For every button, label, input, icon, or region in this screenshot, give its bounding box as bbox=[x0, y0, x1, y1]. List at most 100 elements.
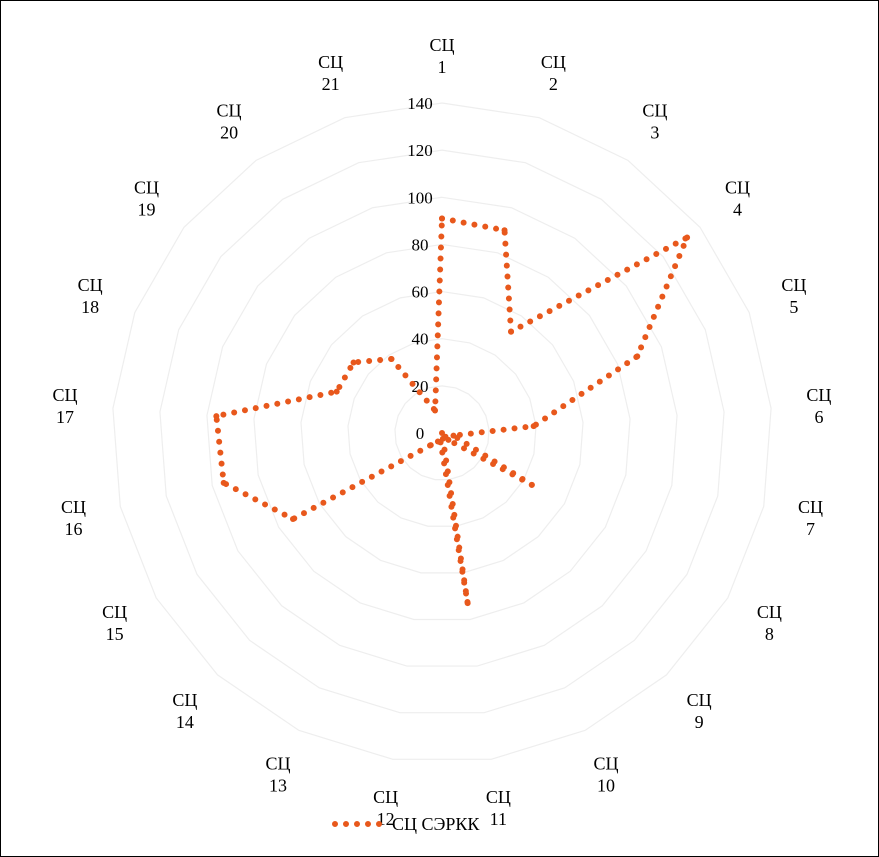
series-line bbox=[213, 215, 691, 607]
category-label-line-1: СЦ bbox=[217, 101, 242, 121]
category-label-line-2: 3 bbox=[650, 123, 659, 143]
data-point bbox=[464, 600, 471, 607]
category-label-line-1: СЦ bbox=[172, 690, 197, 710]
data-point bbox=[333, 388, 340, 395]
data-point bbox=[439, 430, 445, 436]
radial-tick-label: 0 bbox=[416, 424, 425, 443]
category-label-line-2: 2 bbox=[549, 74, 558, 94]
radial-tick-label: 60 bbox=[412, 283, 429, 302]
radial-tick-label: 140 bbox=[407, 94, 433, 113]
category-label-line-2: 19 bbox=[137, 199, 155, 219]
grid-ring bbox=[347, 338, 537, 527]
category-label-line-2: 7 bbox=[806, 519, 815, 539]
grid-ring bbox=[253, 243, 631, 621]
category-label-line-2: 1 bbox=[438, 57, 447, 77]
data-point bbox=[388, 355, 395, 362]
data-point bbox=[528, 481, 535, 488]
data-point bbox=[427, 442, 434, 449]
category-label-line-2: 21 bbox=[322, 74, 340, 94]
category-label: СЦ4 bbox=[725, 177, 750, 219]
category-label-line-1: СЦ bbox=[373, 787, 398, 807]
data-point bbox=[445, 436, 452, 443]
category-label-line-2: 4 bbox=[733, 199, 742, 219]
radar-grid bbox=[112, 102, 772, 760]
grid-ring bbox=[300, 290, 584, 574]
category-label-line-2: 8 bbox=[765, 624, 774, 644]
category-label-line-2: 11 bbox=[490, 809, 507, 829]
category-label-line-1: СЦ bbox=[102, 602, 127, 622]
category-label-line-1: СЦ bbox=[757, 602, 782, 622]
category-label-line-1: СЦ bbox=[594, 754, 619, 774]
category-label-line-1: СЦ bbox=[318, 52, 343, 72]
category-label-line-1: СЦ bbox=[725, 177, 750, 197]
category-label-line-2: 20 bbox=[220, 123, 238, 143]
category-label-line-2: 5 bbox=[789, 297, 798, 317]
data-point bbox=[634, 353, 641, 360]
category-label-line-2: 10 bbox=[597, 776, 615, 796]
data-point bbox=[530, 423, 537, 430]
legend-label: СЦ СЭРКК bbox=[392, 814, 480, 834]
category-label-line-2: 6 bbox=[814, 407, 823, 427]
category-label-line-2: 16 bbox=[64, 519, 82, 539]
data-point bbox=[350, 359, 357, 366]
category-label-line-2: 18 bbox=[81, 297, 99, 317]
category-label: СЦ9 bbox=[687, 690, 712, 732]
data-point bbox=[684, 234, 691, 241]
category-label-line-1: СЦ bbox=[265, 754, 290, 774]
data-point bbox=[213, 413, 220, 420]
data-point bbox=[439, 215, 445, 222]
category-label-line-1: СЦ bbox=[806, 385, 831, 405]
category-label: СЦ3 bbox=[642, 101, 667, 143]
category-label-line-2: 14 bbox=[176, 712, 194, 732]
category-label-line-1: СЦ bbox=[541, 52, 566, 72]
data-point bbox=[450, 432, 457, 439]
grid-ring bbox=[206, 196, 678, 667]
category-label-line-1: СЦ bbox=[429, 35, 454, 55]
radial-tick-label: 40 bbox=[412, 330, 429, 349]
radial-tick-label: 80 bbox=[412, 235, 429, 254]
data-point bbox=[508, 328, 515, 335]
category-label-line-1: СЦ bbox=[687, 690, 712, 710]
category-label-line-1: СЦ bbox=[134, 177, 159, 197]
grid-ring bbox=[112, 102, 772, 760]
category-label-line-1: СЦ bbox=[781, 275, 806, 295]
category-label: СЦ8 bbox=[757, 602, 782, 644]
data-point bbox=[220, 479, 227, 486]
radial-axis-tick-labels: 0 20 40 60 80 100 120 140 bbox=[407, 94, 433, 443]
data-point bbox=[432, 407, 439, 414]
category-label: СЦ2 bbox=[541, 52, 566, 94]
series-layer bbox=[213, 215, 691, 607]
category-label: СЦ5 bbox=[781, 275, 806, 317]
category-labels: СЦ1 СЦ2СЦ3СЦ4СЦ5СЦ6СЦ7СЦ8СЦ9СЦ10СЦ11СЦ12С… bbox=[53, 35, 832, 829]
radial-tick-label: 100 bbox=[407, 188, 433, 207]
category-label-line-1: СЦ bbox=[642, 101, 667, 121]
category-label-line-1: СЦ bbox=[61, 497, 86, 517]
category-label-line-2: 9 bbox=[695, 712, 704, 732]
category-label-line-1: СЦ bbox=[798, 497, 823, 517]
category-label: СЦ1 bbox=[429, 35, 454, 77]
category-label-line-1: СЦ bbox=[53, 385, 78, 405]
category-label: СЦ7 bbox=[798, 497, 823, 539]
category-label-line-2: 13 bbox=[269, 776, 287, 796]
category-label-line-2: 15 bbox=[106, 624, 124, 644]
data-point bbox=[501, 227, 508, 234]
category-label-line-2: 17 bbox=[56, 407, 74, 427]
category-label-line-1: СЦ bbox=[78, 275, 103, 295]
category-label: СЦ6 bbox=[806, 385, 831, 427]
data-point bbox=[434, 438, 441, 445]
grid-ring bbox=[159, 149, 725, 714]
radial-tick-label: 20 bbox=[412, 377, 429, 396]
